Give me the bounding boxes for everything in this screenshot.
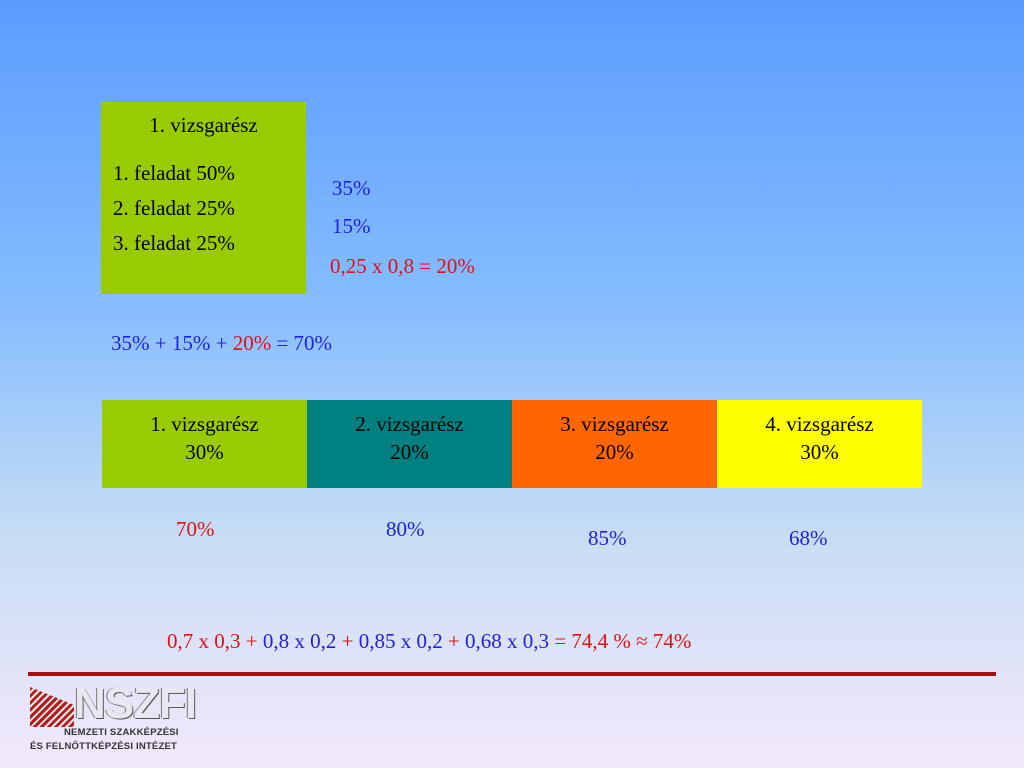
task-1-result: 35% — [332, 176, 371, 200]
part-name: 1. vizsgarész — [150, 412, 259, 436]
part-weight: 30% — [185, 440, 224, 464]
formula-term-4: 0,68 x 0,3 — [465, 629, 550, 653]
exam-part1-box: 1. vizsgarész 1. feladat 50% 2. feladat … — [101, 102, 306, 294]
part-name: 3. vizsgarész — [560, 412, 669, 436]
part-weight: 20% — [595, 440, 634, 464]
exam-part1-title: 1. vizsgarész — [149, 113, 258, 137]
task-2: 2. feladat 25% — [113, 196, 235, 220]
part-weight: 30% — [800, 440, 839, 464]
task-3: 3. feladat 25% — [113, 231, 235, 255]
part-cell-4: 4. vizsgarész 30% — [717, 400, 922, 488]
part-weight: 20% — [390, 440, 429, 464]
logo-wordmark: NSZFI — [74, 679, 197, 728]
task-3-result: 0,25 x 0,8 = 20% — [330, 254, 475, 278]
part-cell-3: 3. vizsgarész 20% — [512, 400, 717, 488]
final-formula: 0,7 x 0,3 + 0,8 x 0,2 + 0,85 x 0,2 + 0,6… — [167, 629, 691, 654]
part-cell-2: 2. vizsgarész 20% — [307, 400, 512, 488]
task-1: 1. feladat 50% — [113, 161, 235, 185]
task-2-result: 15% — [332, 214, 371, 238]
formula-term-3: 0,85 x 0,2 — [358, 629, 443, 653]
formula-term-1: 0,7 x 0,3 + — [167, 629, 263, 653]
logo-mark-icon — [30, 687, 74, 727]
part-name: 4. vizsgarész — [765, 412, 874, 436]
score-part3: 85% — [588, 526, 627, 550]
formula-plus-2: + — [442, 629, 466, 653]
score-part2: 80% — [386, 517, 425, 541]
part1-sum: 35% + 15% + 20% = 70% — [111, 331, 332, 356]
formula-plus-1: + — [336, 629, 359, 653]
part-name: 2. vizsgarész — [355, 412, 464, 436]
sum-total: = 70% — [271, 331, 333, 355]
part-cell-1: 1. vizsgarész 30% — [102, 400, 307, 488]
logo-line-1: NEMZETI SZAKKÉPZÉSI — [64, 727, 179, 738]
score-part1: 70% — [176, 517, 215, 541]
score-part4: 68% — [789, 526, 828, 550]
nszfi-logo: NSZFI NEMZETI SZAKKÉPZÉSI ÉS FELNŐTTKÉPZ… — [30, 679, 205, 760]
sum-blue-part: 35% + 15% + — [111, 331, 233, 355]
sum-red-part: 20% — [232, 331, 272, 355]
divider-line — [28, 672, 996, 676]
logo-line-2: ÉS FELNŐTTKÉPZÉSI INTÉZET — [30, 741, 177, 752]
formula-term-2: 0,8 x 0,2 — [262, 629, 337, 653]
formula-result: = 74,4 % ≈ 74% — [549, 629, 692, 653]
